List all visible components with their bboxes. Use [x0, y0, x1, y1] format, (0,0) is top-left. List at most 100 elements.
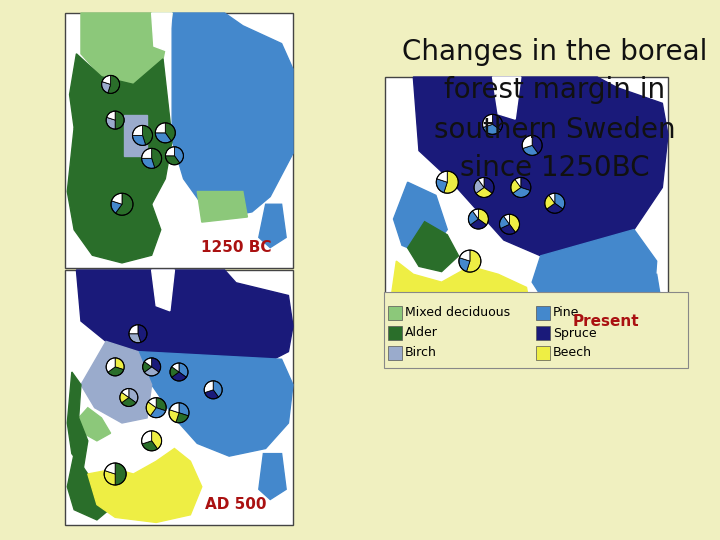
Wedge shape — [143, 362, 152, 372]
Wedge shape — [169, 410, 179, 422]
Wedge shape — [120, 392, 129, 403]
Wedge shape — [467, 250, 481, 272]
Wedge shape — [545, 195, 555, 209]
Wedge shape — [122, 397, 136, 407]
Polygon shape — [492, 77, 521, 119]
Bar — [388, 326, 402, 340]
Wedge shape — [106, 358, 115, 372]
Text: Alder: Alder — [405, 327, 438, 340]
Bar — [388, 306, 402, 320]
Wedge shape — [482, 114, 492, 127]
Wedge shape — [510, 214, 520, 232]
Polygon shape — [67, 128, 161, 263]
Polygon shape — [258, 454, 286, 500]
Wedge shape — [483, 124, 500, 134]
Wedge shape — [504, 214, 510, 224]
Bar — [385, 77, 668, 340]
Wedge shape — [166, 156, 180, 165]
Text: AD 500: AD 500 — [205, 497, 266, 512]
Wedge shape — [532, 136, 542, 153]
Wedge shape — [521, 178, 531, 191]
Wedge shape — [500, 216, 510, 228]
Wedge shape — [176, 413, 189, 423]
Wedge shape — [132, 125, 143, 136]
Wedge shape — [115, 358, 124, 370]
Polygon shape — [391, 261, 532, 335]
Wedge shape — [146, 402, 156, 416]
Wedge shape — [500, 224, 516, 234]
Text: Spruce: Spruce — [553, 327, 597, 340]
Wedge shape — [143, 125, 153, 145]
Wedge shape — [156, 123, 166, 133]
Polygon shape — [394, 182, 447, 256]
Bar — [536, 346, 550, 360]
Wedge shape — [476, 187, 492, 198]
Bar — [536, 326, 550, 340]
Wedge shape — [129, 388, 138, 403]
Wedge shape — [169, 403, 179, 413]
Polygon shape — [629, 274, 662, 319]
Wedge shape — [474, 179, 484, 193]
Bar — [536, 306, 550, 320]
Polygon shape — [67, 454, 115, 520]
Wedge shape — [492, 114, 503, 130]
Text: Beech: Beech — [553, 347, 592, 360]
Polygon shape — [532, 230, 657, 329]
Wedge shape — [204, 390, 218, 399]
Wedge shape — [171, 363, 179, 372]
Wedge shape — [204, 381, 213, 393]
Wedge shape — [459, 258, 470, 272]
Wedge shape — [111, 201, 122, 213]
Wedge shape — [150, 408, 166, 418]
Wedge shape — [513, 187, 531, 198]
Wedge shape — [107, 111, 115, 120]
Wedge shape — [511, 179, 521, 193]
Polygon shape — [258, 204, 286, 248]
Polygon shape — [78, 408, 111, 441]
Wedge shape — [112, 193, 122, 204]
Wedge shape — [108, 367, 124, 376]
Wedge shape — [472, 209, 478, 219]
Polygon shape — [81, 13, 172, 84]
Wedge shape — [115, 463, 126, 485]
Wedge shape — [142, 158, 155, 168]
Wedge shape — [129, 334, 140, 343]
Wedge shape — [106, 117, 115, 129]
Wedge shape — [104, 470, 115, 485]
Wedge shape — [142, 441, 158, 451]
Wedge shape — [102, 82, 111, 93]
Wedge shape — [142, 148, 152, 158]
Bar — [388, 346, 402, 360]
Polygon shape — [88, 449, 202, 523]
Wedge shape — [166, 147, 174, 156]
Wedge shape — [478, 178, 484, 187]
Wedge shape — [138, 325, 147, 342]
Wedge shape — [152, 431, 161, 449]
Wedge shape — [444, 171, 458, 193]
Wedge shape — [174, 147, 184, 163]
Text: Changes in the boreal
forest margin in
southern Sweden
since 1250BC: Changes in the boreal forest margin in s… — [402, 37, 708, 183]
Wedge shape — [546, 203, 563, 213]
Bar — [65, 13, 293, 268]
Polygon shape — [125, 115, 147, 156]
Polygon shape — [413, 77, 668, 256]
Wedge shape — [129, 325, 138, 334]
Wedge shape — [484, 178, 494, 193]
Wedge shape — [115, 111, 124, 129]
Wedge shape — [156, 133, 171, 143]
Wedge shape — [144, 358, 152, 367]
Wedge shape — [170, 367, 179, 377]
Wedge shape — [549, 193, 555, 203]
Polygon shape — [172, 13, 293, 217]
Text: Present: Present — [572, 314, 639, 329]
Polygon shape — [152, 13, 172, 51]
Polygon shape — [76, 270, 293, 372]
Wedge shape — [213, 381, 222, 397]
Polygon shape — [152, 270, 174, 311]
Wedge shape — [104, 463, 115, 474]
Polygon shape — [197, 192, 248, 222]
Text: Mixed deciduous: Mixed deciduous — [405, 307, 510, 320]
Polygon shape — [70, 54, 172, 217]
Wedge shape — [148, 397, 156, 408]
Wedge shape — [522, 136, 532, 148]
